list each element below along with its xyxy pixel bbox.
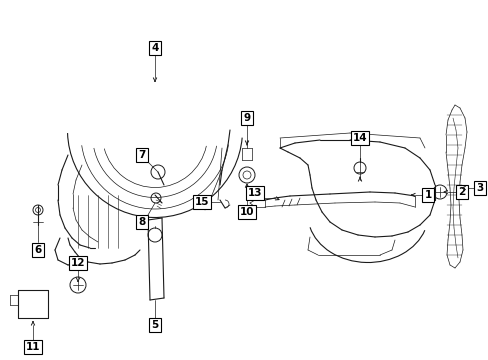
Text: 8: 8 — [138, 217, 145, 227]
Text: 14: 14 — [352, 133, 366, 143]
Text: 11: 11 — [26, 342, 40, 352]
Text: 3: 3 — [475, 183, 483, 193]
Text: 12: 12 — [71, 258, 85, 268]
Text: 7: 7 — [138, 150, 145, 160]
Text: 1: 1 — [424, 190, 431, 200]
Text: 4: 4 — [151, 43, 159, 53]
Text: 5: 5 — [151, 320, 158, 330]
Text: 6: 6 — [34, 245, 41, 255]
Text: 9: 9 — [243, 113, 250, 123]
Text: 15: 15 — [194, 197, 209, 207]
Text: 2: 2 — [457, 187, 465, 197]
Text: 13: 13 — [247, 188, 262, 198]
Text: 10: 10 — [239, 207, 254, 217]
